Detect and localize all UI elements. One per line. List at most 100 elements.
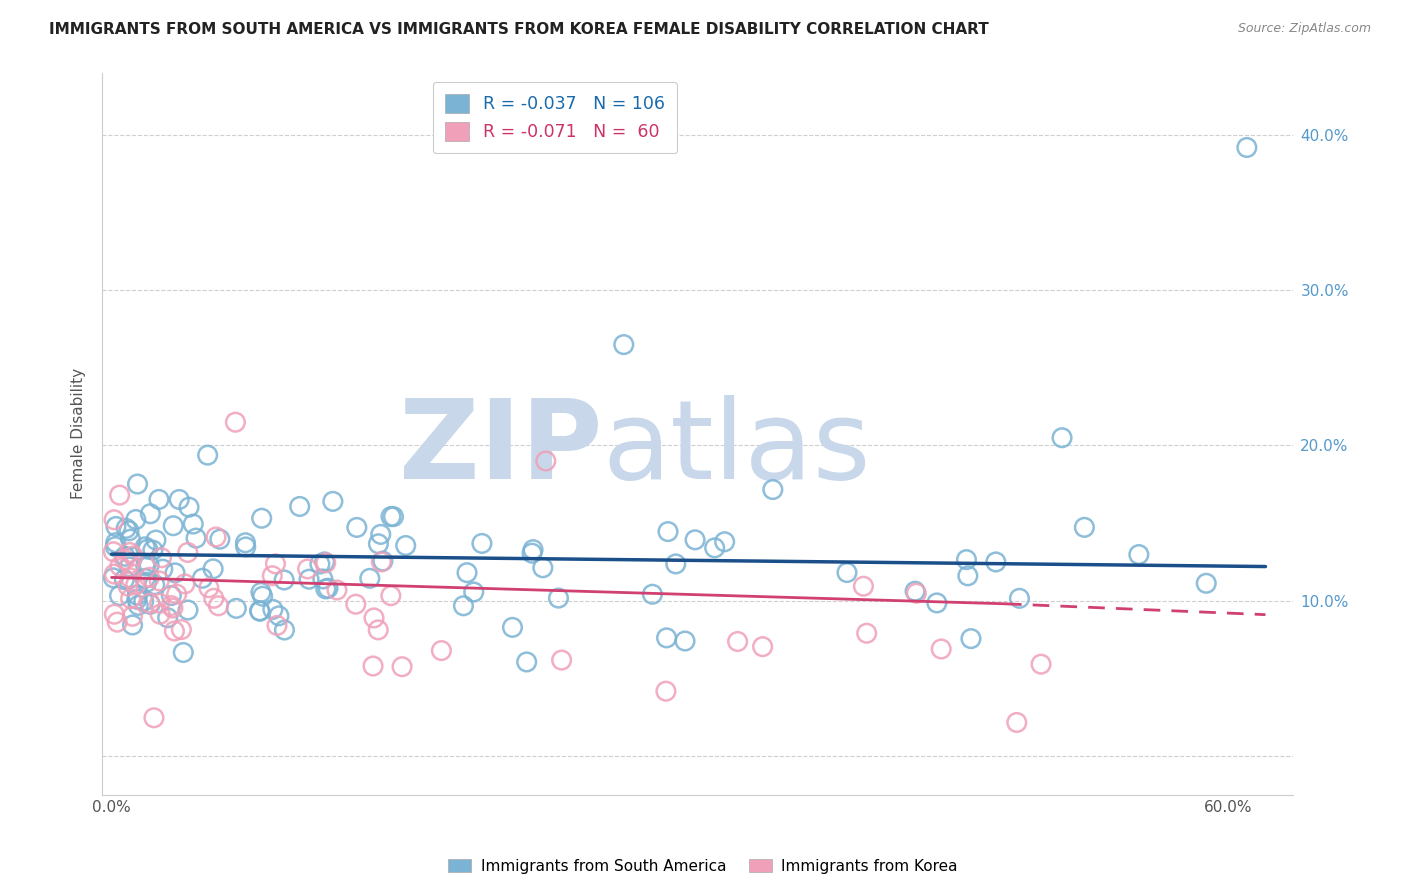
Point: [104, 519, 127, 533]
Point: [139, 507, 162, 521]
Point: [852, 579, 875, 593]
Point: [103, 567, 125, 582]
Point: [344, 597, 367, 611]
Point: [163, 624, 186, 638]
Point: [657, 524, 679, 539]
Point: [121, 618, 143, 632]
Point: [160, 589, 183, 603]
Point: [955, 552, 977, 566]
Point: [361, 659, 384, 673]
Point: [683, 533, 706, 547]
Point: [960, 632, 983, 646]
Point: [453, 599, 475, 613]
Point: [167, 492, 190, 507]
Point: [224, 415, 246, 429]
Point: [103, 545, 125, 559]
Point: [522, 542, 544, 557]
Point: [225, 601, 247, 615]
Point: [172, 646, 194, 660]
Point: [262, 568, 284, 582]
Point: [855, 626, 877, 640]
Point: [288, 500, 311, 514]
Point: [312, 572, 335, 586]
Point: [235, 535, 257, 549]
Point: [956, 569, 979, 583]
Point: [118, 560, 141, 574]
Point: [391, 659, 413, 673]
Point: [125, 592, 148, 607]
Point: [205, 530, 228, 544]
Point: [134, 571, 156, 585]
Point: [531, 560, 554, 574]
Point: [127, 599, 149, 613]
Y-axis label: Female Disability: Female Disability: [72, 368, 86, 500]
Point: [114, 549, 136, 564]
Point: [1236, 140, 1258, 154]
Text: atlas: atlas: [603, 395, 870, 502]
Point: [177, 603, 200, 617]
Point: [121, 609, 143, 624]
Point: [142, 711, 165, 725]
Point: [134, 540, 156, 554]
Point: [297, 562, 319, 576]
Point: [120, 571, 142, 585]
Point: [273, 623, 295, 637]
Point: [103, 607, 125, 622]
Point: [929, 642, 952, 657]
Point: [266, 618, 288, 632]
Point: [120, 532, 142, 546]
Point: [120, 591, 142, 606]
Point: [1128, 548, 1150, 562]
Point: [197, 448, 219, 462]
Point: [142, 543, 165, 558]
Point: [207, 599, 229, 613]
Point: [534, 454, 557, 468]
Point: [395, 539, 418, 553]
Point: [471, 536, 494, 550]
Point: [322, 494, 344, 508]
Point: [1195, 576, 1218, 591]
Point: [127, 588, 149, 602]
Point: [359, 571, 381, 585]
Point: [262, 602, 284, 616]
Point: [156, 611, 179, 625]
Point: [267, 608, 290, 623]
Point: [138, 558, 160, 573]
Point: [173, 577, 195, 591]
Legend: R = -0.037   N = 106, R = -0.071   N =  60: R = -0.037 N = 106, R = -0.071 N = 60: [433, 82, 678, 153]
Point: [430, 643, 453, 657]
Point: [150, 550, 173, 565]
Point: [170, 623, 193, 637]
Point: [713, 534, 735, 549]
Point: [184, 531, 207, 545]
Point: [380, 509, 402, 524]
Point: [148, 596, 170, 610]
Point: [1073, 520, 1095, 534]
Point: [456, 566, 478, 580]
Point: [249, 604, 271, 618]
Point: [463, 585, 485, 599]
Point: [103, 571, 125, 585]
Point: [314, 555, 336, 569]
Point: [751, 640, 773, 654]
Point: [904, 584, 927, 599]
Point: [108, 488, 131, 502]
Point: [501, 620, 523, 634]
Point: [181, 516, 204, 531]
Point: [162, 518, 184, 533]
Point: [166, 587, 188, 601]
Point: [641, 587, 664, 601]
Point: [112, 573, 135, 587]
Point: [1005, 715, 1028, 730]
Point: [115, 521, 138, 535]
Point: [655, 631, 678, 645]
Point: [235, 540, 257, 554]
Point: [132, 594, 155, 608]
Point: [315, 556, 337, 570]
Text: ZIP: ZIP: [399, 395, 603, 502]
Point: [135, 575, 157, 590]
Point: [139, 596, 162, 610]
Point: [250, 511, 273, 525]
Point: [149, 607, 172, 622]
Point: [202, 591, 225, 606]
